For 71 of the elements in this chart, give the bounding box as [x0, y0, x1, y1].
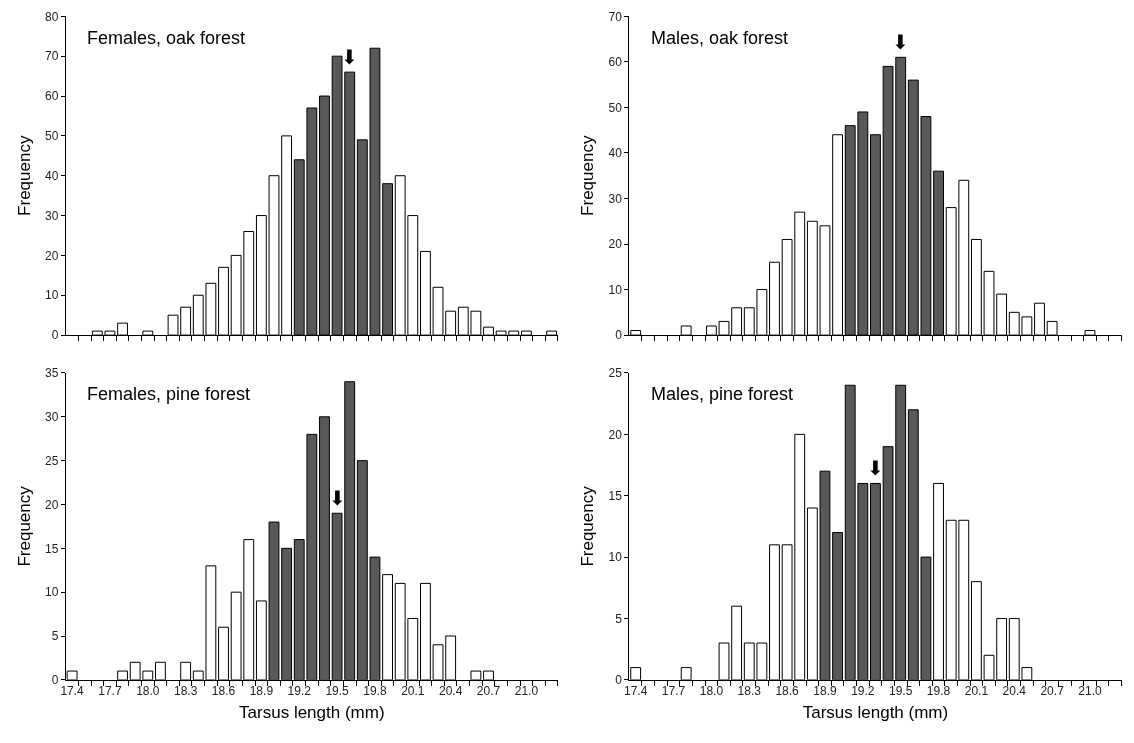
y-tick-label: 80 [45, 9, 59, 24]
x-tick-label: 19.8 [926, 684, 951, 699]
y-tick-label: 70 [608, 9, 623, 24]
y-tick-label: 20 [45, 497, 59, 512]
x-tick-label: 18.3 [737, 684, 762, 699]
annotation: ⬇ [867, 456, 884, 480]
y-tick-label: 5 [51, 629, 59, 644]
x-tick-label: 17.7 [661, 684, 686, 699]
y-tick-label: 20 [608, 237, 623, 252]
annotation: ⬇ [892, 30, 909, 54]
x-tick-label: 20.1 [401, 684, 425, 699]
x-tick-label: 19.2 [851, 684, 875, 699]
x-tick-label: 19.5 [325, 684, 350, 699]
x-axis-title: Tarsus length (mm) [802, 702, 949, 722]
annotation: ⬇ [341, 45, 358, 69]
x-tick-label: 17.7 [98, 684, 122, 699]
y-tick-label: 25 [45, 453, 59, 468]
y-tick-label: 30 [608, 191, 623, 206]
y-tick-label: 10 [45, 585, 59, 600]
annotation: ⬇ [329, 486, 346, 510]
y-axis-title: Frequency [578, 135, 598, 216]
y-tick-label: 40 [45, 168, 59, 183]
text: Females, oak forest [87, 28, 246, 48]
x-tick-label: 19.8 [363, 684, 387, 699]
y-tick-label: 60 [608, 55, 623, 70]
y-tick-label: 10 [608, 282, 623, 297]
x-tick-label: 21.0 [514, 684, 539, 699]
y-tick-label: 70 [45, 49, 59, 64]
x-tick-label: 20.4 [438, 684, 463, 699]
x-tick-label: 18.9 [249, 684, 274, 699]
x-tick-label: 18.0 [136, 684, 160, 699]
x-tick-label: 20.7 [476, 684, 501, 699]
x-tick-label: 18.6 [211, 684, 236, 699]
y-tick-label: 35 [45, 366, 59, 381]
y-tick-label: 0 [51, 673, 59, 688]
x-tick-label: 19.5 [889, 684, 913, 699]
x-tick-label: 17.4 [624, 684, 648, 699]
y-tick-label: 50 [608, 100, 623, 115]
y-axis-title: Frequency [578, 485, 598, 567]
y-tick-label: 10 [608, 550, 623, 565]
x-axis-title: Tarsus length (mm) [239, 702, 385, 722]
y-tick-label: 20 [45, 248, 59, 263]
y-tick-label: 25 [608, 366, 623, 381]
x-tick-label: 19.2 [287, 684, 312, 699]
x-tick-label: 18.3 [173, 684, 198, 699]
y-tick-label: 10 [45, 288, 59, 303]
y-tick-label: 15 [45, 541, 59, 556]
y-tick-label: 5 [615, 611, 623, 626]
x-tick-label: 18.6 [775, 684, 800, 699]
y-tick-label: 50 [45, 129, 59, 144]
x-tick-label: 20.4 [1002, 684, 1027, 699]
x-tick-label: 18.9 [813, 684, 837, 699]
text: Males, oak forest [651, 28, 789, 48]
x-tick-label: 18.0 [699, 684, 724, 699]
y-tick-label: 30 [45, 208, 59, 223]
y-tick-label: 15 [608, 488, 623, 503]
y-axis-title: Frequency [14, 135, 34, 216]
y-tick-label: 0 [615, 673, 623, 688]
y-tick-label: 40 [608, 146, 623, 161]
y-tick-label: 0 [51, 328, 59, 343]
y-tick-label: 60 [45, 89, 59, 104]
x-tick-label: 20.1 [964, 684, 989, 699]
y-tick-label: 30 [45, 410, 59, 425]
x-tick-label: 21.0 [1078, 684, 1102, 699]
y-tick-label: 0 [615, 328, 623, 343]
x-tick-label: 20.7 [1040, 684, 1065, 699]
text: Females, pine forest [87, 384, 251, 404]
x-tick-label: 17.4 [60, 684, 85, 699]
y-tick-label: 20 [608, 427, 623, 442]
y-axis-title: Frequency [14, 485, 34, 567]
text: Males, pine forest [651, 384, 794, 404]
